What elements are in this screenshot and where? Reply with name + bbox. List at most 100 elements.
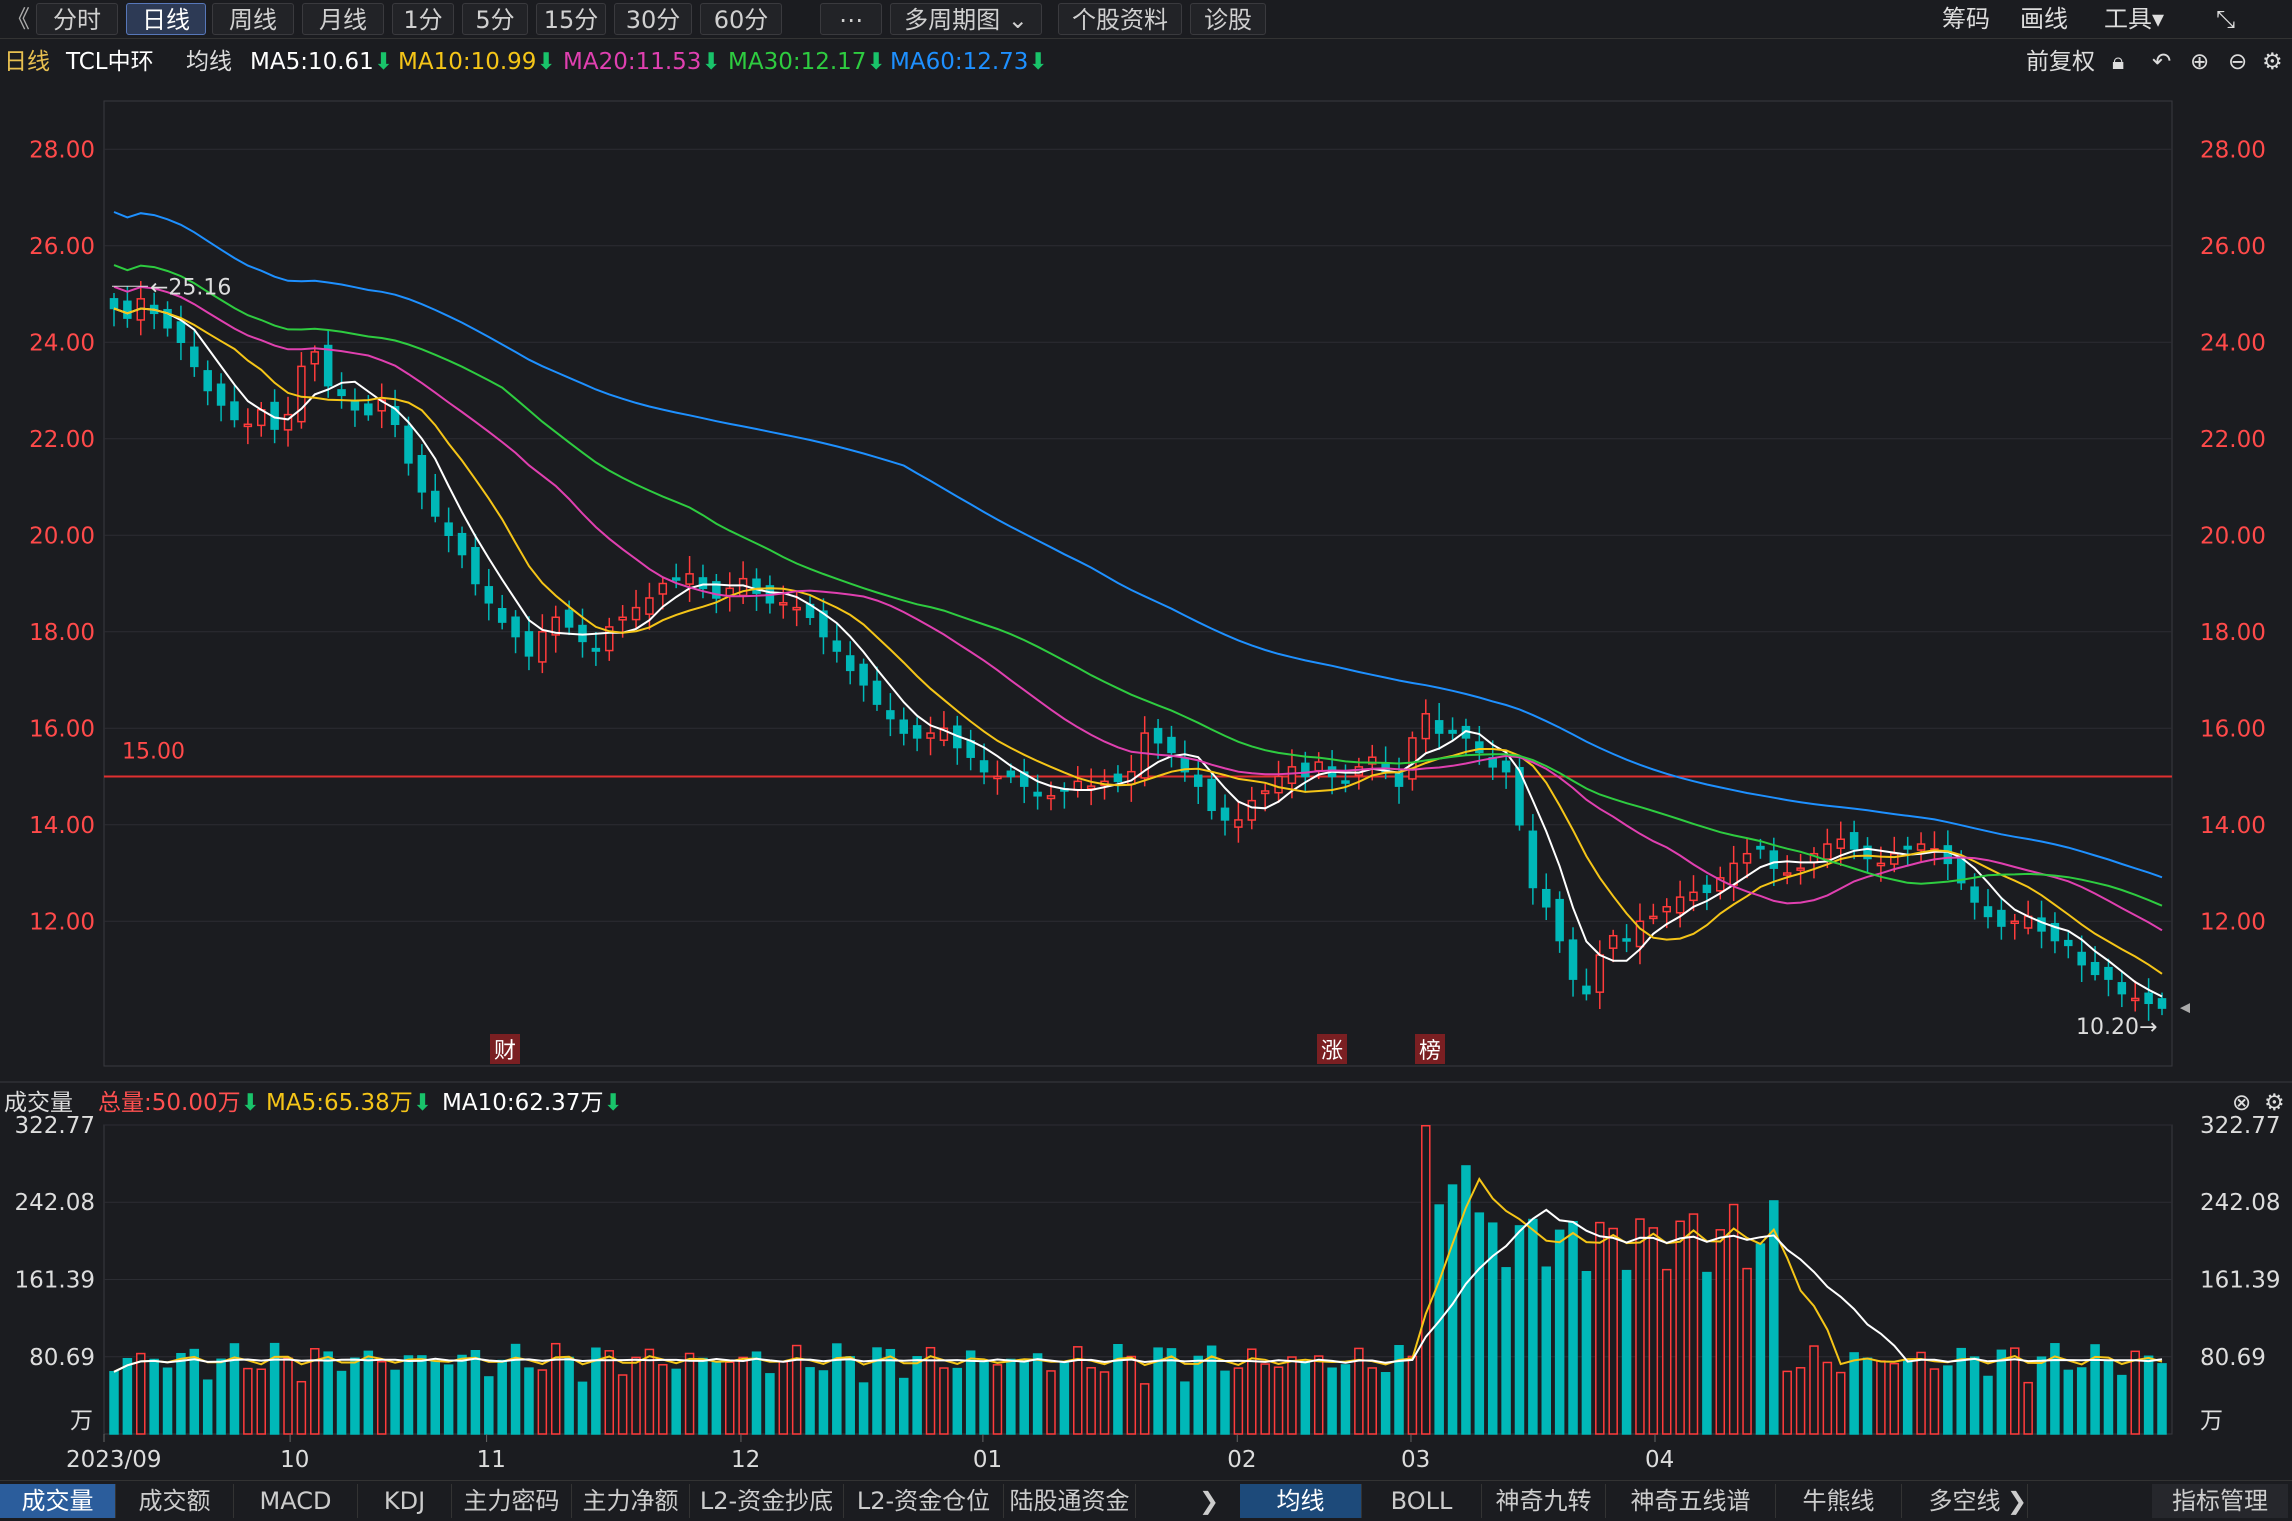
volume-bar xyxy=(550,1342,561,1435)
zoom-in-icon[interactable]: ⊕ xyxy=(2190,49,2210,75)
candle-body xyxy=(1234,819,1243,828)
volume-title: 成交量 xyxy=(4,1090,73,1116)
volume-bar xyxy=(925,1346,936,1435)
overlay-tab-4[interactable]: 牛熊线 xyxy=(1776,1484,1902,1518)
overlay-tab-2[interactable]: 神奇九转 xyxy=(1482,1484,1606,1518)
volume-bar xyxy=(1809,1345,1819,1435)
candle-body xyxy=(1635,920,1645,948)
volume-bar xyxy=(1233,1367,1244,1435)
overlay-tab-1[interactable]: BOLL xyxy=(1362,1484,1482,1518)
fullscreen-icon[interactable]: ⤡ xyxy=(2216,5,2236,33)
volume-bar xyxy=(1487,1222,1498,1435)
period-tab-4[interactable]: 1分 xyxy=(392,3,454,35)
date-tick: 02 xyxy=(1227,1447,1256,1473)
tabs-right-arrow-icon[interactable]: ❯ xyxy=(2006,1487,2028,1515)
indicator-tab-0[interactable]: 成交量 xyxy=(0,1484,116,1518)
volume-unit-left: 万 xyxy=(70,1408,93,1434)
candle-body xyxy=(1153,727,1163,744)
draw-button[interactable]: 画线 xyxy=(2020,5,2068,33)
volume-bar xyxy=(363,1350,374,1435)
volume-bar xyxy=(1046,1370,1056,1435)
indicator-tab-4[interactable]: 主力密码 xyxy=(452,1484,572,1518)
volume-bar xyxy=(1019,1358,1029,1435)
indicator-manage-button[interactable]: 指标管理 xyxy=(2152,1484,2288,1518)
event-tag: 榜 xyxy=(1419,1039,1441,1064)
candle-body xyxy=(752,578,761,594)
price-tick-left: 16.00 xyxy=(29,716,95,742)
volume-bar xyxy=(1541,1266,1552,1435)
period-tab-6[interactable]: 15分 xyxy=(536,3,606,35)
period-tab-11[interactable]: 个股资料 xyxy=(1058,3,1182,35)
chips-button[interactable]: 筹码 xyxy=(1942,5,1990,33)
adjust-label[interactable]: 前复权 xyxy=(2026,49,2095,75)
close-icon[interactable]: ⊗ xyxy=(2232,1090,2252,1116)
indicator-tab-1[interactable]: 成交额 xyxy=(116,1484,234,1518)
candle-body xyxy=(926,732,935,739)
volume-bar xyxy=(1300,1360,1311,1435)
volume-bar xyxy=(1086,1367,1096,1435)
candle-body xyxy=(551,616,560,636)
ma-label[interactable]: 均线 xyxy=(186,49,232,75)
candle-body xyxy=(698,577,708,590)
period-tab-8[interactable]: 60分 xyxy=(700,3,782,35)
period-tab-0[interactable]: 分时 xyxy=(36,3,118,35)
candle-body xyxy=(1890,852,1899,865)
volume-bar xyxy=(1407,1355,1418,1435)
zoom-out-icon[interactable]: ⊖ xyxy=(2228,49,2248,75)
volume-bar xyxy=(939,1367,949,1435)
volume-bar xyxy=(778,1361,789,1435)
candle-body xyxy=(1019,771,1029,787)
overlay-tab-5[interactable]: 多空线 xyxy=(1902,1484,2028,1518)
volume-bar xyxy=(1247,1348,1257,1435)
candle-body xyxy=(1381,763,1390,773)
volume-bar xyxy=(1447,1184,1458,1435)
tools-button[interactable]: 工具▾ xyxy=(2104,5,2165,33)
period-tab-3[interactable]: 月线 xyxy=(302,3,384,35)
volume-bar xyxy=(1849,1352,1859,1435)
candle-body xyxy=(1113,773,1123,783)
period-tab-2[interactable]: 周线 xyxy=(212,3,294,35)
period-tab-1[interactable]: 日线 xyxy=(126,3,206,35)
candle-body xyxy=(578,624,587,643)
tabs-left-arrow-icon[interactable]: ❯ xyxy=(1198,1487,1220,1515)
candle-body xyxy=(845,655,855,672)
volume-bar xyxy=(1755,1243,1766,1435)
overlay-tab-0[interactable]: 均线 xyxy=(1240,1484,1362,1518)
overlay-tab-3[interactable]: 神奇五线谱 xyxy=(1606,1484,1776,1518)
period-tab-9[interactable]: ⋯ xyxy=(820,3,882,35)
volume-bar xyxy=(310,1348,320,1435)
candle-body xyxy=(1515,767,1524,826)
volume-bar xyxy=(457,1354,467,1435)
candle-body xyxy=(1033,791,1042,797)
candle-body xyxy=(1448,729,1457,734)
volume-settings-icon[interactable]: ⚙ xyxy=(2264,1090,2285,1116)
indicator-tab-6[interactable]: L2-资金抄底 xyxy=(690,1484,844,1518)
period-tab-12[interactable]: 诊股 xyxy=(1190,3,1266,35)
candle-body xyxy=(1434,720,1444,734)
candle-body xyxy=(1823,843,1832,860)
candle-body xyxy=(819,610,828,638)
period-tab-10[interactable]: 多周期图 ⌄ xyxy=(890,3,1042,35)
period-tab-7[interactable]: 30分 xyxy=(614,3,692,35)
indicator-tab-7[interactable]: L2-资金仓位 xyxy=(844,1484,1004,1518)
candle-body xyxy=(457,532,467,556)
candle-body xyxy=(1970,886,1979,903)
date-tick: 04 xyxy=(1645,1447,1674,1473)
settings-icon[interactable]: ⚙ xyxy=(2262,49,2283,75)
undo-icon[interactable]: ↶ xyxy=(2152,49,2172,75)
volume-bar xyxy=(1822,1361,1833,1435)
volume-bar xyxy=(1621,1269,1632,1435)
indicator-tab-5[interactable]: 主力净额 xyxy=(572,1484,690,1518)
back-icon[interactable]: 《 xyxy=(6,5,30,33)
indicator-tab-3[interactable]: KDJ xyxy=(358,1484,452,1518)
volume-bar xyxy=(1728,1203,1739,1435)
volume-bar xyxy=(1032,1353,1043,1435)
candle-body xyxy=(1662,906,1671,913)
ma5-line xyxy=(113,307,2163,998)
period-tab-5[interactable]: 5分 xyxy=(462,3,528,35)
ma20-line xyxy=(113,285,2163,932)
indicator-tab-8[interactable]: 陆股通资金 xyxy=(1004,1484,1136,1518)
lock-icon[interactable]: 🔒︎ xyxy=(2112,49,2125,75)
candle-body xyxy=(1247,799,1257,821)
indicator-tab-2[interactable]: MACD xyxy=(234,1484,358,1518)
